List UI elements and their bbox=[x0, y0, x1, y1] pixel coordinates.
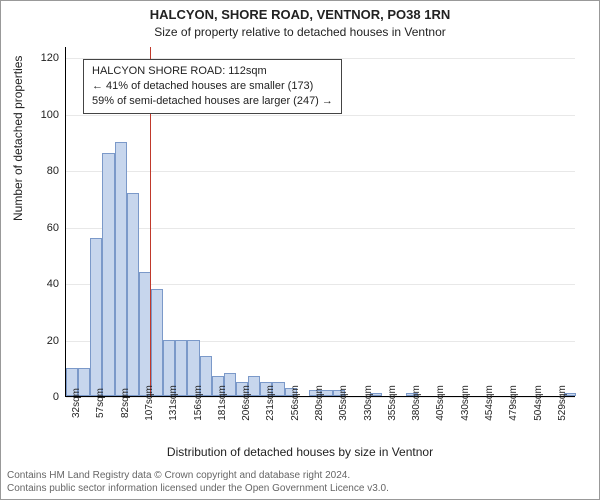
x-tick-label: 206sqm bbox=[241, 385, 252, 421]
y-tick-label: 0 bbox=[9, 391, 59, 403]
x-tick-label: 430sqm bbox=[460, 385, 471, 421]
y-tick-label: 20 bbox=[9, 335, 59, 347]
footer-line: Contains HM Land Registry data © Crown c… bbox=[7, 469, 389, 482]
histogram-bar bbox=[151, 289, 163, 396]
y-axis-label: Number of detached properties bbox=[11, 56, 25, 221]
x-tick-label: 82sqm bbox=[120, 388, 131, 418]
y-tick-label: 100 bbox=[9, 109, 59, 121]
x-tick-label: 107sqm bbox=[144, 385, 155, 421]
page-subtitle: Size of property relative to detached ho… bbox=[1, 25, 599, 39]
x-tick-label: 355sqm bbox=[387, 385, 398, 421]
x-tick-label: 231sqm bbox=[265, 385, 276, 421]
x-tick-label: 32sqm bbox=[71, 388, 82, 418]
y-tick-label: 40 bbox=[9, 278, 59, 290]
x-tick-label: 305sqm bbox=[338, 385, 349, 421]
x-tick-label: 380sqm bbox=[411, 385, 422, 421]
x-tick-label: 280sqm bbox=[314, 385, 325, 421]
histogram-bar bbox=[90, 238, 102, 396]
x-tick-label: 529sqm bbox=[557, 385, 568, 421]
infobox-line: 59% of semi-detached houses are larger (… bbox=[92, 94, 333, 109]
x-tick-label: 405sqm bbox=[435, 385, 446, 421]
x-tick-label: 454sqm bbox=[484, 385, 495, 421]
y-tick-label: 80 bbox=[9, 165, 59, 177]
infobox-line: HALCYON SHORE ROAD: 112sqm bbox=[92, 64, 333, 79]
y-tick-label: 120 bbox=[9, 52, 59, 64]
x-tick-label: 57sqm bbox=[95, 388, 106, 418]
x-tick-label: 256sqm bbox=[290, 385, 301, 421]
histogram-bar bbox=[115, 142, 127, 396]
footer-line: Contains public sector information licen… bbox=[7, 482, 389, 495]
histogram-bar bbox=[102, 153, 114, 396]
property-info-box: HALCYON SHORE ROAD: 112sqm ← 41% of deta… bbox=[83, 59, 342, 114]
x-tick-label: 181sqm bbox=[217, 385, 228, 421]
histogram-bar bbox=[127, 193, 139, 396]
footer-credit: Contains HM Land Registry data © Crown c… bbox=[7, 469, 389, 495]
x-tick-label: 504sqm bbox=[533, 385, 544, 421]
x-tick-label: 330sqm bbox=[363, 385, 374, 421]
x-tick-label: 156sqm bbox=[193, 385, 204, 421]
x-axis-label: Distribution of detached houses by size … bbox=[1, 445, 599, 459]
x-tick-label: 131sqm bbox=[168, 385, 179, 421]
infobox-line: ← 41% of detached houses are smaller (17… bbox=[92, 79, 333, 94]
x-tick-label: 479sqm bbox=[508, 385, 519, 421]
page-title: HALCYON, SHORE ROAD, VENTNOR, PO38 1RN bbox=[1, 7, 599, 22]
y-tick-label: 60 bbox=[9, 222, 59, 234]
